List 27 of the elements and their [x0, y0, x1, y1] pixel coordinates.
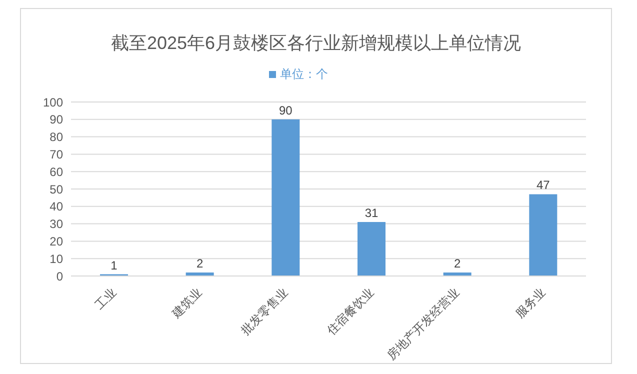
- data-label: 31: [364, 206, 378, 220]
- y-tick-label: 80: [50, 130, 64, 144]
- y-tick-label: 10: [50, 252, 64, 266]
- x-tick-label: 工业: [92, 285, 119, 312]
- y-tick-label: 30: [50, 217, 64, 232]
- y-tick-label: 0: [56, 269, 64, 284]
- y-tick-label: 90: [50, 112, 64, 127]
- x-tick-label: 住宿餐饮业: [323, 285, 376, 338]
- bar: [358, 222, 386, 276]
- x-tick-label: 建筑业: [168, 285, 205, 322]
- data-label: 2: [196, 256, 204, 271]
- bar: [529, 194, 558, 276]
- x-tick-label: 批发零售业: [238, 285, 291, 338]
- y-tick-label: 20: [50, 234, 64, 248]
- data-label: 90: [278, 103, 293, 118]
- y-tick-label: 40: [50, 200, 64, 214]
- y-tick-label: 70: [50, 147, 64, 162]
- data-label: 47: [536, 178, 550, 192]
- data-label: 2: [454, 256, 461, 271]
- y-tick-label: 50: [50, 182, 64, 196]
- y-tick-label: 100: [42, 95, 64, 110]
- bar: [272, 119, 300, 276]
- chart-title: 截至2025年6月鼓楼区各行业新增规模以上单位情况: [110, 32, 522, 55]
- x-tick-label: 服务业: [512, 285, 548, 320]
- y-tick-label: 60: [50, 164, 64, 179]
- legend-label: 单位：个: [280, 67, 328, 81]
- data-label: 1: [110, 258, 118, 272]
